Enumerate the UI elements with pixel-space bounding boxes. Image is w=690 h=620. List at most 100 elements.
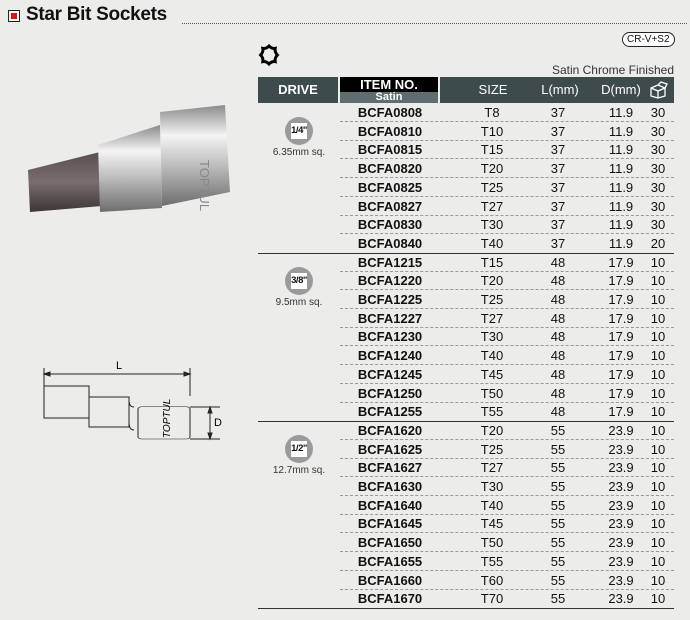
table-row: BCFA0808 T8 37 11.9 30 [340, 103, 674, 122]
quantity-cell: 10 [650, 553, 666, 569]
item-number-cell: BCFA0825 [357, 179, 423, 195]
page-title: Star Bit Sockets [26, 4, 167, 25]
table-row: BCFA1655 T55 55 23.9 10 [340, 552, 674, 571]
quantity-cell: 10 [650, 441, 666, 457]
drive-square-size: 6.35mm sq. [272, 147, 326, 158]
drive-size: 3/8" [291, 272, 307, 289]
diameter-cell: 23.9 [608, 516, 634, 532]
brand-engraving: TOPTUL [197, 160, 212, 211]
item-number-cell: BCFA1220 [357, 273, 423, 289]
size-cell: T40 [480, 497, 504, 513]
table-row: BCFA1670 T70 55 23.9 10 [340, 589, 674, 608]
header-drive: DRIVE [278, 82, 318, 97]
size-cell: T25 [480, 292, 504, 307]
table-row: BCFA1245 T45 48 17.9 10 [340, 365, 674, 384]
length-cell: 37 [550, 198, 566, 214]
diameter-cell: 23.9 [608, 460, 634, 476]
length-cell: 48 [550, 348, 566, 364]
length-cell: 37 [550, 123, 566, 139]
quantity-cell: 30 [650, 105, 666, 120]
header-item-sub: Satin [340, 92, 438, 103]
item-number-cell: BCFA1650 [357, 535, 423, 551]
table-row: BCFA1645 T45 55 23.9 10 [340, 514, 674, 534]
item-number-cell: BCFA1627 [357, 460, 423, 476]
diameter-cell: 17.9 [608, 273, 634, 289]
item-number-cell: BCFA1215 [357, 254, 423, 270]
length-cell: 37 [550, 179, 566, 195]
length-label: L [116, 360, 122, 372]
item-number-cell: BCFA1620 [357, 422, 423, 438]
size-cell: T8 [484, 105, 500, 120]
table-row: BCFA0830 T30 37 11.9 30 [340, 215, 674, 235]
size-cell: T55 [480, 553, 504, 569]
table-row: BCFA1620 T20 55 23.9 10 [340, 421, 674, 440]
item-number-cell: BCFA0810 [357, 123, 423, 139]
quantity-cell: 10 [650, 310, 666, 326]
quantity-cell: 10 [650, 329, 666, 345]
quantity-cell: 10 [650, 348, 666, 364]
torx-star-icon [258, 44, 280, 66]
length-cell: 55 [550, 553, 566, 569]
length-cell: 48 [550, 273, 566, 289]
item-number-cell: BCFA1640 [357, 497, 423, 513]
table-row: BCFA1625 T25 55 23.9 10 [340, 440, 674, 459]
diameter-cell: 17.9 [608, 366, 634, 382]
quantity-cell: 30 [650, 198, 666, 214]
quantity-cell: 20 [650, 235, 666, 251]
size-cell: T25 [480, 179, 504, 195]
length-cell: 48 [550, 329, 566, 345]
size-cell: T15 [480, 142, 504, 158]
quantity-cell: 10 [650, 479, 666, 494]
drive-square-size: 12.7mm sq. [272, 464, 326, 476]
drive-size-badge: 1/2" 12.7mm sq. [258, 434, 340, 476]
item-number-cell: BCFA0840 [357, 235, 423, 251]
drive-square-icon: 1/2" [285, 434, 313, 463]
diameter-cell: 23.9 [608, 479, 634, 494]
diameter-cell: 11.9 [608, 179, 634, 195]
table-header: DRIVE ITEM NO. Satin SIZE L(mm) D(mm) [258, 77, 674, 103]
size-cell: T55 [480, 404, 504, 420]
size-cell: T70 [480, 591, 504, 607]
drive-size-badge: 3/8" 9.5mm sq. [258, 266, 340, 308]
diameter-cell: 23.9 [608, 572, 634, 588]
quantity-cell: 10 [650, 292, 666, 307]
diameter-cell: 17.9 [608, 385, 634, 401]
item-number-cell: BCFA0827 [357, 198, 423, 214]
length-cell: 55 [550, 460, 566, 476]
table-row: BCFA1225 T25 48 17.9 10 [340, 290, 674, 309]
diameter-cell: 23.9 [608, 497, 634, 513]
drive-size: 1/2" [291, 440, 307, 457]
table-row: BCFA0825 T25 37 11.9 30 [340, 178, 674, 197]
item-number-cell: BCFA1245 [357, 366, 423, 382]
table-row: BCFA1227 T27 48 17.9 10 [340, 309, 674, 328]
size-cell: T50 [480, 535, 504, 551]
item-number-cell: BCFA1240 [357, 348, 423, 364]
group-divider [258, 253, 674, 254]
material-badge: CR-V+S2 [622, 32, 675, 47]
table-row: BCFA0820 T20 37 11.9 30 [340, 159, 674, 179]
header-length: L(mm) [541, 82, 579, 97]
diameter-cell: 23.9 [608, 441, 634, 457]
size-cell: T30 [480, 217, 504, 233]
table-row: BCFA1630 T30 55 23.9 10 [340, 477, 674, 496]
diameter-cell: 11.9 [608, 235, 634, 251]
length-cell: 48 [550, 310, 566, 326]
item-number-cell: BCFA1630 [357, 479, 423, 494]
diameter-cell: 23.9 [608, 535, 634, 551]
diameter-cell: 11.9 [608, 161, 634, 177]
quantity-cell: 10 [650, 591, 666, 607]
table-row: BCFA1215 T15 48 17.9 10 [340, 253, 674, 272]
length-cell: 48 [550, 404, 566, 420]
length-cell: 55 [550, 535, 566, 551]
group-divider [258, 421, 674, 422]
item-number-cell: BCFA1670 [357, 591, 423, 607]
drive-square-icon: 1/4" [285, 117, 313, 145]
size-cell: T27 [480, 460, 504, 476]
size-cell: T30 [480, 479, 504, 494]
diameter-cell: 11.9 [608, 105, 634, 120]
length-cell: 48 [550, 385, 566, 401]
diameter-cell: 17.9 [608, 404, 634, 420]
item-number-cell: BCFA1625 [357, 441, 423, 457]
quantity-cell: 10 [650, 535, 666, 551]
size-cell: T20 [480, 273, 504, 289]
